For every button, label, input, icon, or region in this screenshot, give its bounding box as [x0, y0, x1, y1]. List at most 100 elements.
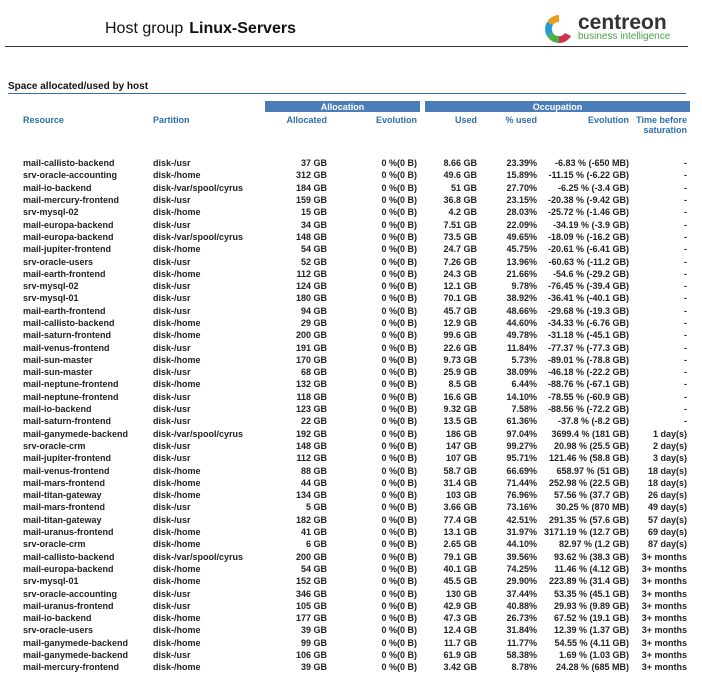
table-cell: 3+ months: [641, 576, 688, 587]
table-row: srv-mysql-02 disk-/home 15 GB 0 %(0 B) 4.2 G…: [8, 206, 690, 218]
table-cell: srv-oracle-users: [23, 256, 94, 267]
table-cell: 103 GB: [445, 490, 478, 501]
table-cell: 67.52 % (19.1 GB): [553, 613, 630, 624]
table-cell: disk-/home: [153, 490, 201, 501]
table-cell: mail-europa-backend: [23, 563, 114, 574]
table-cell: 7.26 GB: [443, 256, 478, 267]
table-cell: disk-/home: [153, 477, 201, 488]
table-cell: -: [684, 404, 688, 415]
table-cell: 38.09%: [506, 367, 538, 378]
table-cell: mail-mercury-frontend: [23, 662, 120, 673]
table-cell: -37.8 % (-8.2 GB): [557, 416, 630, 427]
table-cell: 223.89 % (31.4 GB): [548, 576, 630, 587]
table-cell: -88.76 % (-67.1 GB): [547, 379, 630, 390]
table-cell: mail-mars-frontend: [23, 477, 106, 488]
table-cell: disk-/usr: [153, 404, 191, 415]
table-cell: 39 GB: [300, 625, 327, 636]
table-cell: -: [684, 158, 688, 169]
table-cell: 13.96%: [506, 256, 538, 267]
table-cell: 107 GB: [445, 453, 478, 464]
table-cell: disk-/home: [153, 527, 201, 538]
table-row: srv-oracle-users disk-/home 39 GB 0 %(0 B) 1…: [8, 624, 690, 636]
table-cell: disk-/home: [153, 170, 201, 181]
table-cell: mail-saturn-frontend: [23, 416, 112, 427]
table-cell: -: [684, 195, 688, 206]
table-cell: 11.77%: [506, 637, 538, 648]
table-cell: 0 %(0 B): [381, 207, 418, 218]
table-cell: 0 %(0 B): [381, 453, 418, 464]
table-cell: -20.61 % (-6.41 GB): [547, 244, 630, 255]
table-cell: 159 GB: [295, 195, 327, 206]
table-cell: 36.8 GB: [443, 195, 478, 206]
table-cell: -: [684, 305, 688, 316]
table-cell: -: [684, 281, 688, 292]
table-cell: 106 GB: [295, 650, 327, 661]
table-cell: 12.4 GB: [443, 625, 478, 636]
table-cell: -: [684, 330, 688, 341]
table-cell: mail-ganymede-backend: [23, 428, 129, 439]
table-cell: 69 day(s): [648, 527, 688, 538]
table-cell: disk-/usr: [153, 158, 191, 169]
table-row: mail-europa-backend disk-/usr 34 GB 0 %(0 B…: [8, 218, 690, 230]
table-row: mail-saturn-frontend disk-/usr 22 GB 0 %(0 …: [8, 415, 690, 427]
table-row: srv-oracle-accounting disk-/home 312 GB 0 %…: [8, 169, 690, 181]
table-cell: mail-callisto-backend: [23, 318, 115, 328]
table-cell: 5.73%: [511, 354, 538, 365]
table-row: mail-europa-backend disk-/home 54 GB 0 %(0 …: [8, 563, 690, 575]
table-cell: 29.93 % (9.89 GB): [553, 600, 630, 611]
table-cell: disk-/usr: [153, 219, 191, 230]
table-cell: 152 GB: [295, 576, 327, 587]
table-cell: 180 GB: [295, 293, 327, 304]
table-cell: 0 %(0 B): [381, 367, 418, 378]
table-cell: 7.58%: [511, 404, 538, 415]
table-cell: 49 day(s): [648, 502, 688, 513]
table-cell: 45.7 GB: [443, 305, 478, 316]
table-cell: 0 %(0 B): [381, 231, 418, 242]
table-cell: 37.44%: [506, 588, 538, 599]
table-cell: 26.73%: [506, 613, 538, 624]
table-cell: 132 GB: [295, 379, 327, 390]
table-cell: 15.89%: [506, 170, 538, 181]
table-cell: 44.60%: [506, 318, 538, 328]
column-header: Evolution: [376, 115, 418, 125]
table-cell: 45.5 GB: [443, 576, 478, 587]
table-cell: 0 %(0 B): [381, 527, 418, 538]
table-cell: 3699.4 % (181 GB): [551, 428, 630, 439]
table-cell: 3.66 GB: [443, 502, 478, 513]
table-cell: 2.65 GB: [443, 539, 478, 550]
table-cell: disk-/home: [153, 576, 201, 587]
table-row: mail-mars-frontend disk-/home 44 GB 0 %(0 B…: [8, 477, 690, 489]
table-cell: -: [684, 391, 688, 402]
table-cell: mail-mercury-frontend: [23, 195, 120, 206]
table-cell: -: [684, 231, 688, 242]
table-row: mail-ganymede-backend disk-/usr 106 GB 0 %(…: [8, 649, 690, 661]
table-row: srv-mysql-01 disk-/home 152 GB 0 %(0 B) 45.5…: [8, 575, 690, 587]
table-cell: mail-venus-frontend: [23, 342, 110, 353]
table-cell: disk-/home: [153, 662, 201, 673]
table-cell: 2 day(s): [653, 440, 688, 451]
table-row: mail-mercury-frontend disk-/usr 159 GB 0 %(…: [8, 194, 690, 206]
table-row: mail-saturn-frontend disk-/home 200 GB 0 %(…: [8, 329, 690, 341]
table-cell: disk-/usr: [153, 588, 191, 599]
table-cell: mail-callisto-backend: [23, 158, 115, 169]
table-cell: 44 GB: [300, 477, 327, 488]
table-row: mail-uranus-frontend disk-/usr 105 GB 0 %(0…: [8, 600, 690, 612]
table-cell: 0 %(0 B): [381, 563, 418, 574]
table-cell: 252.98 % (22.5 GB): [548, 477, 630, 488]
table-body: mail-callisto-backend disk-/usr 37 GB 0 %(0…: [8, 157, 690, 673]
table-cell: 58.7 GB: [443, 465, 478, 476]
table-cell: 74.25%: [506, 563, 538, 574]
table-cell: 8.66 GB: [443, 158, 478, 169]
table-cell: 8.5 GB: [448, 379, 478, 390]
table-cell: disk-/home: [153, 637, 201, 648]
table-cell: disk-/usr: [153, 453, 191, 464]
table-cell: 0 %(0 B): [381, 502, 418, 513]
table-cell: 0 %(0 B): [381, 391, 418, 402]
table-cell: 61.36%: [506, 416, 538, 427]
table-row: srv-oracle-users disk-/usr 52 GB 0 %(0 B) 7.…: [8, 255, 690, 267]
table-cell: 30.25 % (870 MB): [555, 502, 630, 513]
table-cell: -34.33 % (-6.76 GB): [547, 318, 630, 328]
table-cell: disk-/home: [153, 244, 201, 255]
table-cell: 1 day(s): [653, 428, 688, 439]
